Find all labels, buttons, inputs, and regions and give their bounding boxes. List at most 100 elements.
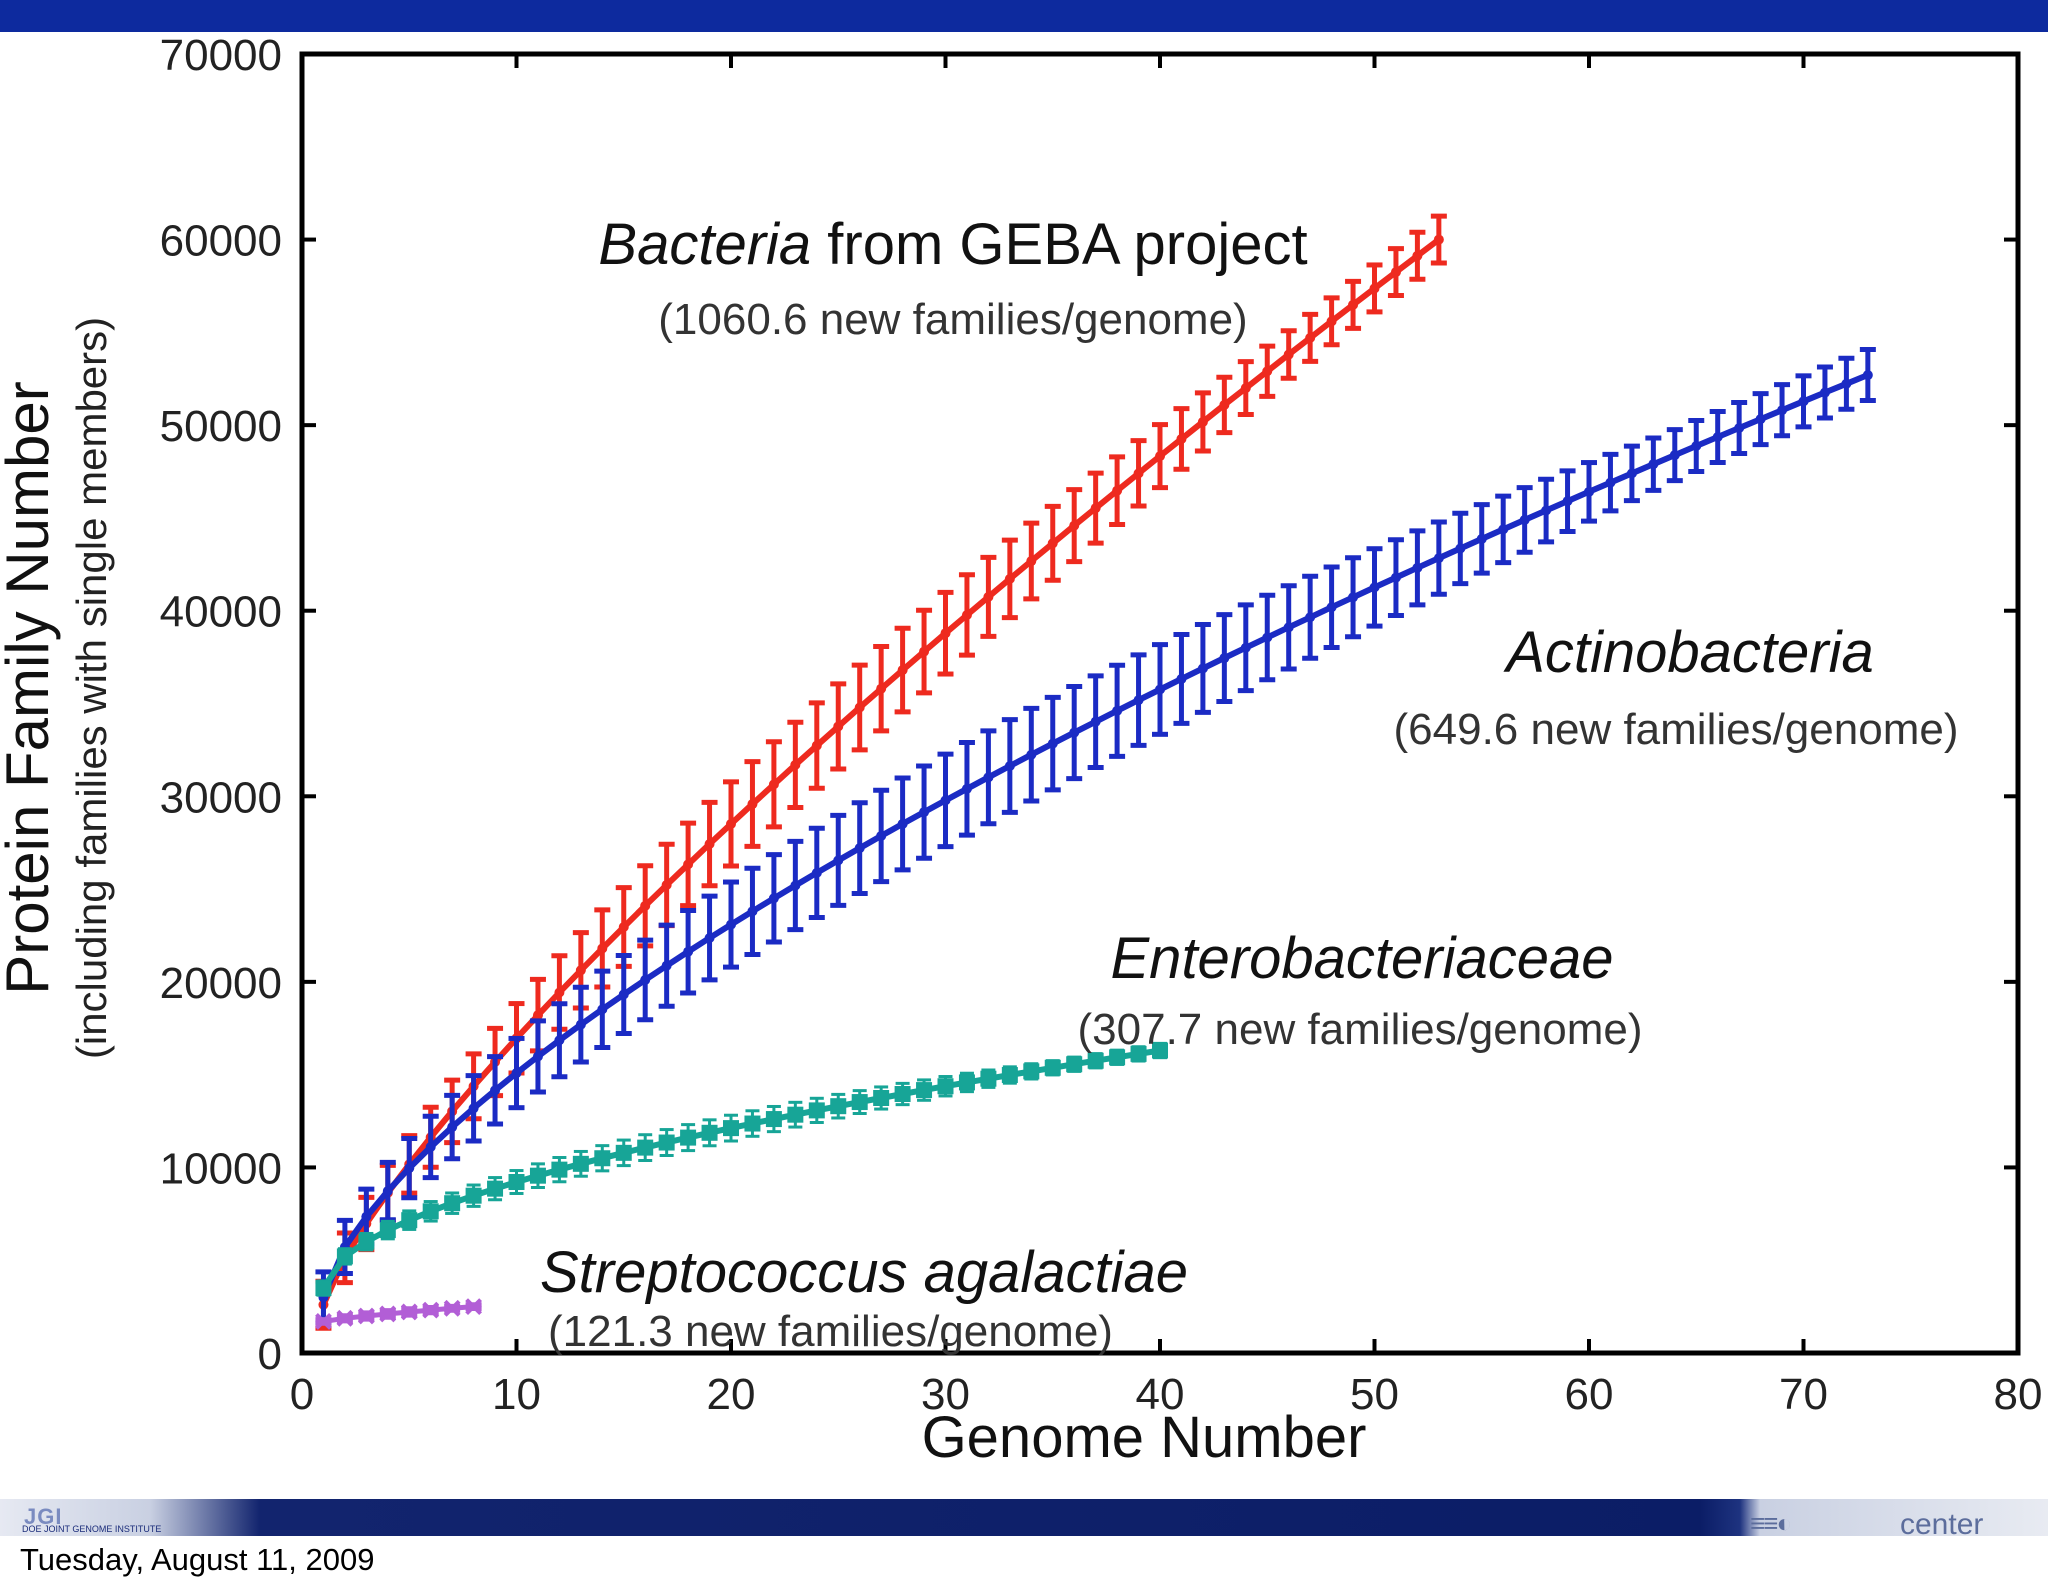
data-point — [768, 893, 779, 904]
data-point — [1026, 749, 1037, 760]
data-point — [1433, 553, 1444, 564]
data-point — [465, 1187, 482, 1204]
center-logo-mark-icon: ≡≡◐ — [1750, 1508, 1792, 1538]
data-point — [1348, 592, 1359, 603]
series-line-enterobacteriaceae — [320, 1047, 1161, 1290]
data-point — [940, 795, 951, 806]
data-point — [833, 855, 844, 866]
data-point — [680, 1129, 697, 1146]
chart: 0 10 20 30 40 50 60 70 80 0 10000 20000 30000 40000 50… — [0, 32, 2042, 1470]
data-point — [357, 1307, 375, 1325]
data-point — [1712, 432, 1723, 443]
data-point — [1519, 514, 1530, 525]
data-point — [1798, 396, 1809, 407]
data-point — [961, 783, 972, 794]
x-axis-title: Genome Number — [922, 1405, 1367, 1470]
data-point — [1155, 684, 1165, 695]
data-point — [1412, 250, 1423, 261]
data-point — [1130, 1045, 1147, 1062]
data-point — [1004, 573, 1015, 584]
data-point — [1219, 653, 1230, 664]
data-point — [361, 1211, 372, 1222]
data-point — [1455, 543, 1466, 554]
data-point — [1412, 562, 1423, 573]
y-tick-label: 0 — [258, 1330, 282, 1379]
data-point — [747, 799, 758, 810]
data-point — [1197, 416, 1208, 427]
data-point — [336, 1248, 353, 1265]
data-point — [1498, 524, 1509, 535]
data-point — [1240, 383, 1251, 394]
data-point — [726, 818, 736, 829]
y-axis-title: Protein Family Number — [0, 381, 61, 995]
data-point — [830, 1098, 847, 1115]
data-point — [511, 1068, 522, 1079]
data-point — [765, 1111, 782, 1128]
data-point — [1841, 378, 1852, 389]
data-point — [618, 989, 629, 1000]
series-label-streptococcus: Streptococcus agalactiae — [540, 1240, 1188, 1305]
data-point — [447, 1122, 458, 1133]
series-rate-actinobacteria: (649.6 new families/genome) — [1394, 705, 1959, 754]
data-point — [1326, 602, 1337, 613]
series-label-italic: Actinobacteria — [1503, 620, 1874, 685]
data-point — [958, 1074, 975, 1091]
data-point — [1626, 468, 1637, 479]
data-point — [1326, 316, 1337, 327]
jgi-logo-caption: DOE JOINT GENOME INSTITUTE — [22, 1524, 162, 1534]
data-point — [572, 1155, 589, 1172]
data-point — [940, 628, 951, 639]
data-point — [640, 974, 651, 985]
data-point — [400, 1303, 418, 1321]
x-tick-label: 10 — [492, 1370, 541, 1419]
y-tick-label: 10000 — [160, 1144, 282, 1193]
data-point — [851, 1094, 868, 1111]
data-point — [894, 1086, 911, 1103]
data-point — [1133, 468, 1144, 479]
data-point — [594, 1150, 611, 1167]
data-point — [1176, 433, 1187, 444]
data-point — [1240, 642, 1251, 653]
data-point — [1819, 387, 1830, 398]
data-point — [919, 807, 930, 818]
series-rate-streptococcus: (121.3 new families/genome) — [548, 1307, 1113, 1356]
x-tick-label: 30 — [921, 1370, 970, 1419]
data-point — [1541, 505, 1552, 516]
series-bacteria — [315, 213, 1447, 1331]
data-point — [1584, 486, 1594, 497]
data-point — [1109, 1049, 1126, 1066]
data-point — [747, 906, 758, 917]
data-point — [658, 1134, 675, 1151]
data-point — [1262, 632, 1273, 643]
data-point — [787, 1106, 804, 1123]
data-point — [554, 987, 565, 998]
data-point — [661, 960, 672, 971]
data-point — [315, 1280, 332, 1297]
data-point — [808, 1102, 825, 1119]
data-point — [661, 879, 672, 890]
data-point — [961, 609, 972, 620]
series-actinobacteria — [315, 347, 1876, 1326]
data-point — [983, 772, 994, 783]
y-tick-label: 40000 — [160, 588, 282, 637]
data-point — [1176, 673, 1187, 684]
data-point — [811, 740, 822, 751]
data-point — [1069, 727, 1080, 738]
data-point — [1197, 663, 1208, 674]
data-point — [873, 1089, 890, 1106]
series-label-italic: Enterobacteriaceae — [1111, 926, 1614, 991]
data-point — [1476, 533, 1487, 544]
jgi-logo-text: JGI — [24, 1504, 63, 1529]
series-label-rest: from GEBA project — [811, 212, 1307, 277]
data-point — [1755, 414, 1766, 425]
data-point — [422, 1203, 439, 1220]
data-point — [1001, 1067, 1018, 1084]
data-point — [723, 1120, 739, 1137]
data-point — [1112, 705, 1123, 716]
data-point — [1283, 622, 1294, 633]
data-point — [1155, 451, 1165, 462]
series-enterobacteriaceae — [315, 1041, 1168, 1297]
data-point — [683, 946, 694, 957]
data-point — [1044, 1059, 1061, 1076]
data-point — [315, 1313, 332, 1330]
